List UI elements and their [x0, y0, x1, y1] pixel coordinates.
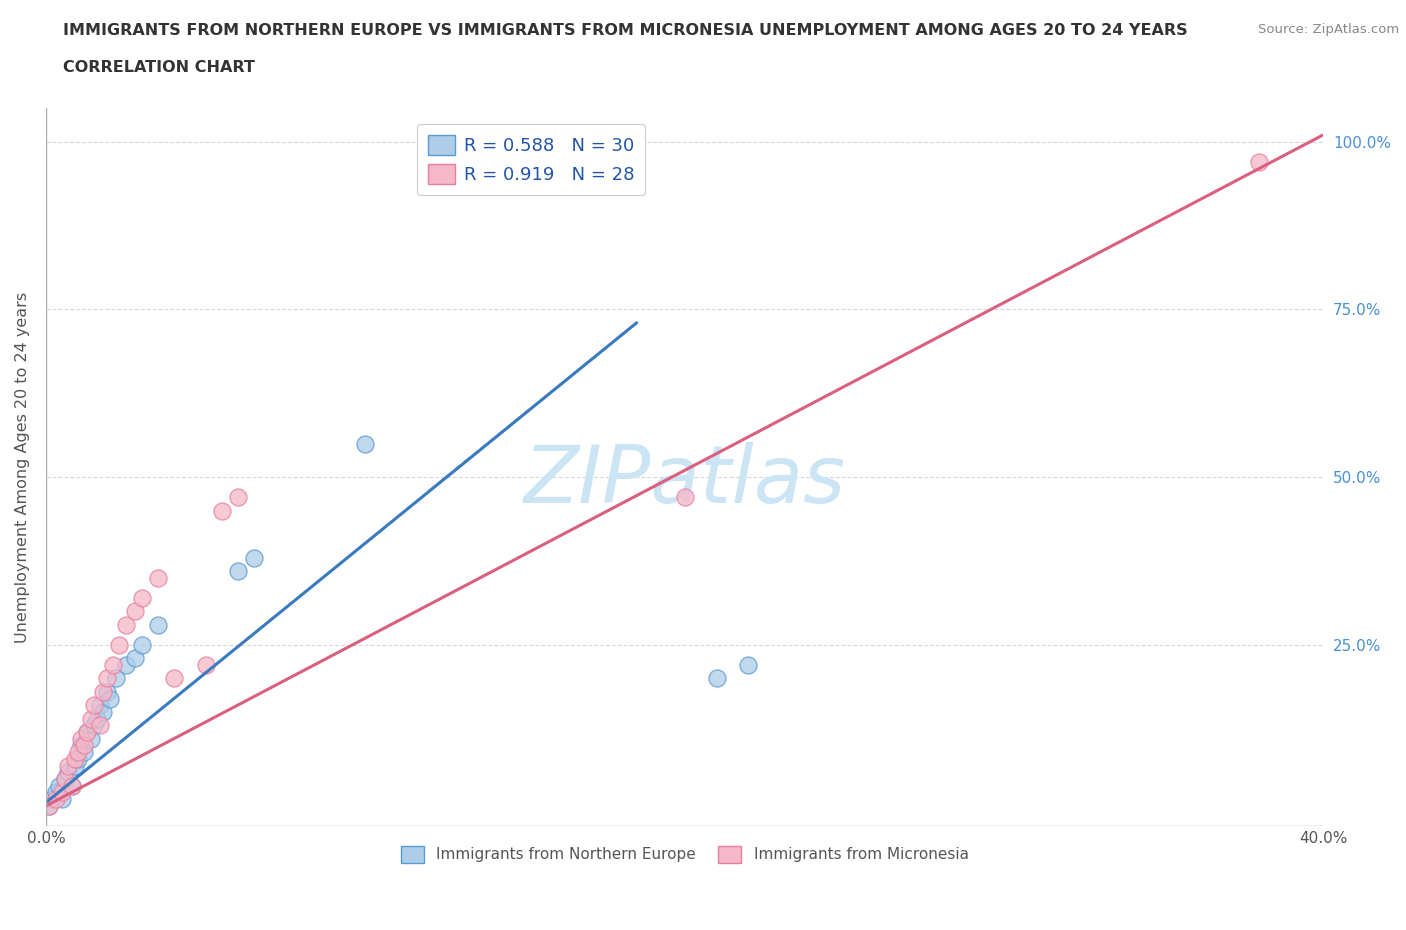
Point	[96, 671, 118, 685]
Point	[114, 618, 136, 632]
Point	[45, 791, 67, 806]
Point	[79, 731, 101, 746]
Point	[242, 551, 264, 565]
Point	[530, 167, 553, 182]
Point	[70, 731, 93, 746]
Point	[226, 490, 249, 505]
Point	[45, 785, 67, 800]
Point	[41, 791, 63, 806]
Point	[96, 684, 118, 699]
Point	[83, 718, 105, 733]
Point	[58, 758, 80, 773]
Point	[73, 745, 96, 760]
Point	[79, 711, 101, 726]
Point	[226, 564, 249, 578]
Point	[561, 167, 583, 182]
Point	[706, 671, 728, 685]
Text: ZIPatlas: ZIPatlas	[523, 443, 845, 521]
Point	[673, 490, 696, 505]
Point	[93, 684, 115, 699]
Point	[60, 778, 83, 793]
Point	[131, 591, 153, 605]
Point	[38, 799, 60, 814]
Point	[101, 658, 124, 672]
Point	[38, 799, 60, 814]
Legend: Immigrants from Northern Europe, Immigrants from Micronesia: Immigrants from Northern Europe, Immigra…	[395, 840, 974, 869]
Point	[737, 658, 759, 672]
Point	[194, 658, 217, 672]
Point	[66, 751, 89, 766]
Point	[83, 698, 105, 712]
Text: Source: ZipAtlas.com: Source: ZipAtlas.com	[1258, 23, 1399, 36]
Point	[124, 604, 146, 618]
Point	[53, 772, 76, 787]
Point	[146, 618, 169, 632]
Point	[86, 711, 108, 726]
Point	[53, 772, 76, 787]
Point	[58, 764, 80, 779]
Point	[89, 718, 111, 733]
Point	[48, 778, 70, 793]
Point	[60, 778, 83, 793]
Point	[108, 637, 131, 652]
Point	[93, 705, 115, 720]
Point	[146, 570, 169, 585]
Text: IMMIGRANTS FROM NORTHERN EUROPE VS IMMIGRANTS FROM MICRONESIA UNEMPLOYMENT AMONG: IMMIGRANTS FROM NORTHERN EUROPE VS IMMIG…	[63, 23, 1188, 38]
Point	[465, 167, 488, 182]
Point	[124, 651, 146, 666]
Point	[51, 791, 73, 806]
Point	[1249, 154, 1271, 169]
Point	[51, 785, 73, 800]
Point	[76, 724, 98, 739]
Point	[76, 724, 98, 739]
Point	[105, 671, 128, 685]
Point	[211, 503, 233, 518]
Point	[98, 691, 121, 706]
Point	[89, 698, 111, 712]
Point	[63, 751, 86, 766]
Point	[66, 745, 89, 760]
Text: CORRELATION CHART: CORRELATION CHART	[63, 60, 254, 75]
Point	[131, 637, 153, 652]
Point	[63, 758, 86, 773]
Point	[163, 671, 186, 685]
Point	[73, 738, 96, 753]
Point	[70, 738, 93, 753]
Y-axis label: Unemployment Among Ages 20 to 24 years: Unemployment Among Ages 20 to 24 years	[15, 291, 30, 643]
Point	[354, 436, 377, 451]
Point	[114, 658, 136, 672]
